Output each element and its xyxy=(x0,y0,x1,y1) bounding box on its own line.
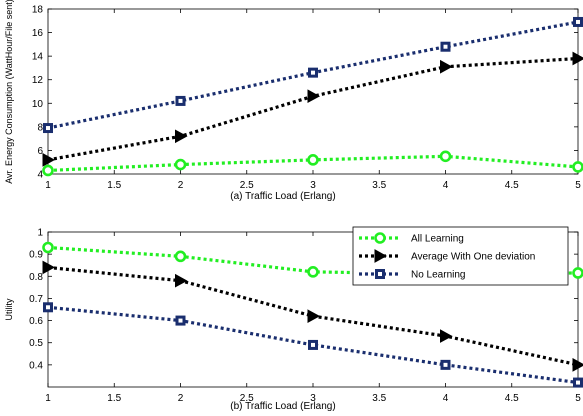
legend-label-avg: Average With One deviation xyxy=(411,252,535,263)
data-point-all xyxy=(572,161,583,173)
data-point-none-inner xyxy=(178,318,183,323)
data-point-avg xyxy=(307,89,321,104)
data-point-avg xyxy=(572,51,583,66)
data-point-none-inner xyxy=(443,362,448,367)
series-line-avg xyxy=(47,56,579,162)
x-axis-label: (a) Traffic Load (Erlang) xyxy=(230,191,335,202)
x-tick-label: 1.5 xyxy=(107,180,121,191)
data-point-none-inner xyxy=(443,44,448,49)
x-tick-label: 2.5 xyxy=(240,393,254,404)
y-tick-label: 0.5 xyxy=(29,338,43,349)
x-tick-label: 4 xyxy=(443,180,449,191)
x-tick-label: 1 xyxy=(45,393,51,404)
data-point-avg xyxy=(374,249,388,263)
x-tick-label: 5 xyxy=(575,180,581,191)
y-tick-label: 4 xyxy=(37,170,43,181)
x-tick-label: 3 xyxy=(310,180,316,191)
x-tick-label: 2.5 xyxy=(240,180,254,191)
x-tick-label: 4 xyxy=(443,393,449,404)
data-point-none-inner xyxy=(378,272,382,276)
data-point-all xyxy=(439,150,452,163)
y-axis-label: Avr. Energy Consumption (WattHour/File s… xyxy=(4,0,14,184)
data-point-none-inner xyxy=(576,380,580,385)
y-tick-label: 0.9 xyxy=(29,250,43,261)
x-tick-label: 1.5 xyxy=(107,393,121,404)
data-point-avg xyxy=(42,153,56,167)
x-tick-label: 2 xyxy=(178,393,184,404)
y-tick-label: 0.7 xyxy=(29,294,43,305)
y-tick-label: 14 xyxy=(32,52,44,63)
data-point-all xyxy=(42,241,54,254)
y-tick-label: 0.8 xyxy=(29,272,43,283)
x-tick-label: 3 xyxy=(310,393,316,404)
y-axis-label: Utility xyxy=(4,298,14,320)
y-tick-label: 1 xyxy=(37,228,43,239)
data-point-none-inner xyxy=(46,126,50,131)
data-point-avg xyxy=(572,358,583,372)
data-point-none-inner xyxy=(311,70,315,75)
data-point-all xyxy=(174,250,187,263)
x-tick-label: 3.5 xyxy=(372,393,386,404)
data-point-avg xyxy=(307,309,321,323)
y-tick-label: 0.4 xyxy=(29,360,43,371)
y-tick-label: 0.6 xyxy=(29,316,43,327)
x-tick-label: 2 xyxy=(178,180,184,191)
data-point-all xyxy=(572,267,583,279)
y-tick-label: 6 xyxy=(37,146,43,157)
data-point-none-inner xyxy=(178,98,183,103)
y-tick-label: 12 xyxy=(32,75,44,86)
x-tick-label: 1 xyxy=(45,180,51,191)
y-tick-label: 10 xyxy=(32,99,44,110)
legend-label-none: No Learning xyxy=(411,270,465,281)
x-tick-label: 3.5 xyxy=(372,180,386,191)
utility-plot: 1 1.5 2 2.5 3 3.5 4 4.5 5 0.4 0.5 0.6 0.7 0.8 0.9 1 (b) … xyxy=(4,226,583,412)
data-point-avg xyxy=(42,260,56,275)
y-tick-label: 18 xyxy=(32,5,44,16)
data-point-all xyxy=(307,154,319,166)
x-tick-label: 4.5 xyxy=(505,180,519,191)
data-point-avg xyxy=(440,329,453,343)
data-point-all xyxy=(307,266,319,278)
data-point-all xyxy=(374,232,386,244)
data-point-avg xyxy=(175,129,188,144)
x-tick-label: 4.5 xyxy=(505,393,519,404)
plot-area-a xyxy=(47,8,579,175)
y-tick-label: 16 xyxy=(32,28,44,39)
y-tick-label: 8 xyxy=(37,122,43,133)
legend-box xyxy=(352,226,569,286)
x-tick-label: 5 xyxy=(575,393,581,404)
legend-label-all: All Learning xyxy=(411,234,464,245)
data-point-all xyxy=(174,158,187,171)
data-point-all xyxy=(42,164,54,177)
data-point-avg xyxy=(175,273,188,288)
data-point-none-inner xyxy=(311,342,315,347)
data-point-none-inner xyxy=(46,305,50,310)
data-point-none-inner xyxy=(576,19,580,24)
energy-consumption-plot: 1 1.5 2 2.5 3 3.5 4 4.5 5 4 6 8 10 12 14 16 18 (a) Traffi… xyxy=(4,0,583,202)
series-line-none xyxy=(47,305,579,385)
data-point-avg xyxy=(440,59,453,74)
x-axis-label: (b) Traffic Load (Erlang) xyxy=(230,401,335,412)
